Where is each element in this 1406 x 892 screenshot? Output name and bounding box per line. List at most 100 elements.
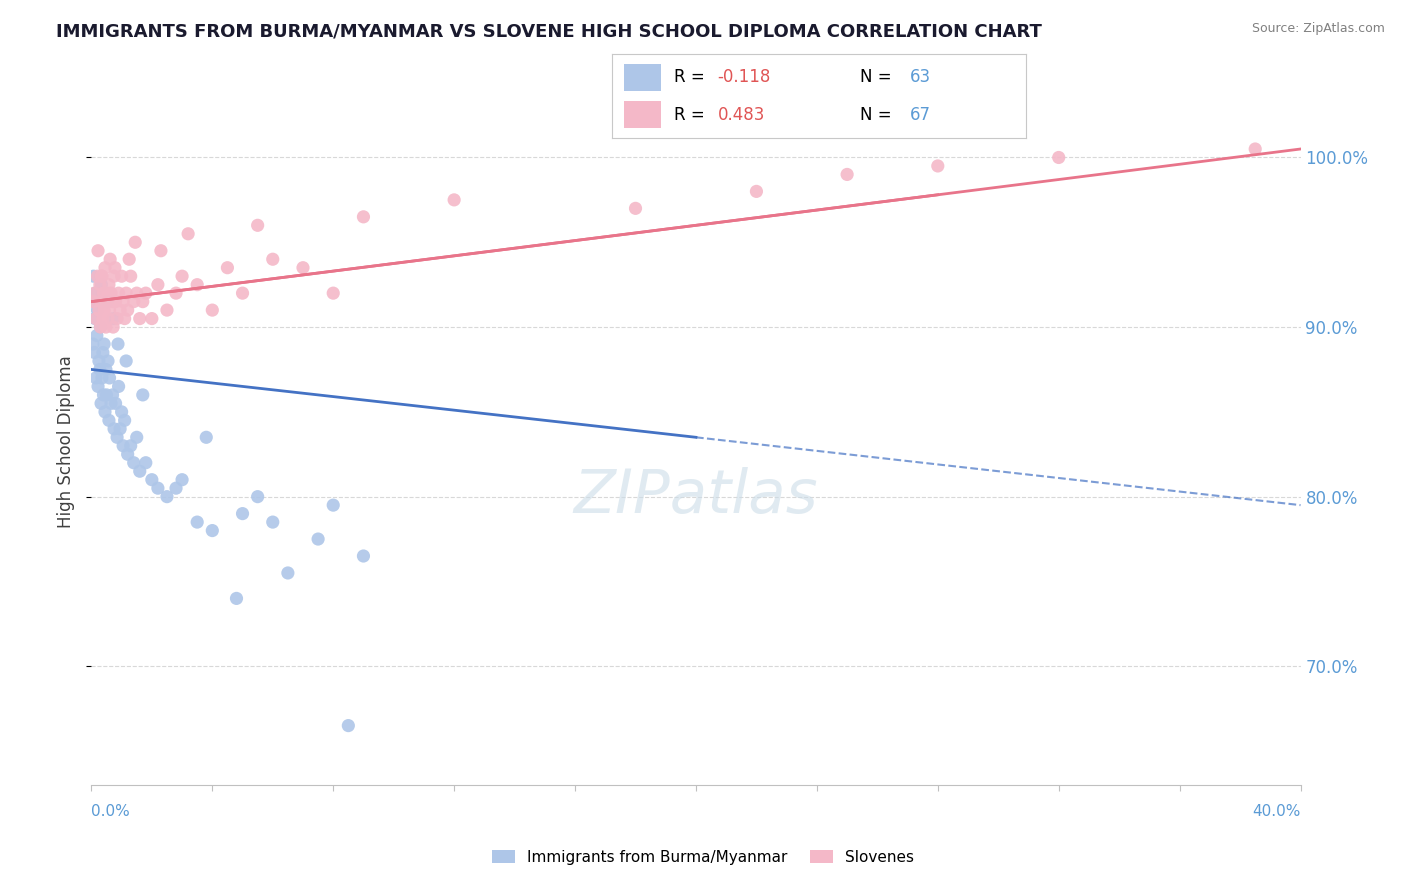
Text: ZIPatlas: ZIPatlas	[574, 467, 818, 526]
Legend: Immigrants from Burma/Myanmar, Slovenes: Immigrants from Burma/Myanmar, Slovenes	[485, 844, 921, 871]
Point	[128, 464, 150, 478]
Point	[124, 235, 146, 250]
Y-axis label: High School Diploma: High School Diploma	[58, 355, 76, 528]
Point	[1047, 151, 1070, 165]
Point	[84, 286, 107, 301]
Point	[86, 269, 108, 284]
Point	[94, 320, 117, 334]
Point	[91, 311, 114, 326]
Point	[231, 286, 253, 301]
Point	[93, 337, 115, 351]
Text: 63: 63	[910, 69, 931, 87]
Point	[93, 303, 115, 318]
Point	[262, 515, 284, 529]
Point	[98, 371, 121, 385]
Point	[146, 277, 169, 292]
Point	[86, 303, 108, 318]
Point	[89, 320, 111, 334]
Point	[97, 413, 120, 427]
Point	[97, 311, 120, 326]
Point	[225, 591, 247, 606]
Point	[262, 252, 284, 267]
Point	[108, 422, 131, 436]
Point	[98, 252, 121, 267]
Point	[165, 286, 187, 301]
Point	[117, 303, 139, 318]
Point	[84, 311, 107, 326]
Point	[186, 515, 208, 529]
Point	[87, 303, 110, 318]
Point	[87, 354, 110, 368]
Point	[107, 379, 129, 393]
Point	[322, 498, 344, 512]
Point	[132, 388, 155, 402]
Text: N =: N =	[860, 105, 897, 123]
Point	[101, 388, 124, 402]
Point	[97, 277, 120, 292]
Point	[97, 354, 120, 368]
Point	[277, 566, 299, 580]
Point	[104, 294, 127, 309]
Point	[94, 260, 117, 275]
Point	[201, 303, 224, 318]
Text: 40.0%: 40.0%	[1253, 805, 1301, 819]
Point	[118, 252, 141, 267]
Point	[122, 294, 145, 309]
Point	[103, 269, 125, 284]
Point	[156, 303, 179, 318]
Point	[94, 362, 117, 376]
Point	[337, 718, 360, 732]
Point	[125, 430, 148, 444]
Point	[186, 277, 208, 292]
Point	[86, 328, 108, 343]
Point	[172, 269, 194, 284]
Point	[103, 422, 125, 436]
Point	[91, 345, 114, 359]
Point	[100, 286, 122, 301]
Point	[82, 337, 104, 351]
Point	[122, 456, 145, 470]
Point	[89, 277, 111, 292]
Point	[111, 269, 132, 284]
Point	[115, 286, 138, 301]
Point	[141, 311, 163, 326]
Bar	[624, 101, 661, 128]
Point	[90, 294, 112, 309]
Point	[87, 244, 110, 258]
Point	[201, 524, 224, 538]
Text: IMMIGRANTS FROM BURMA/MYANMAR VS SLOVENE HIGH SCHOOL DIPLOMA CORRELATION CHART: IMMIGRANTS FROM BURMA/MYANMAR VS SLOVENE…	[56, 22, 1042, 40]
Point	[141, 473, 163, 487]
Point	[177, 227, 200, 241]
Point	[107, 337, 129, 351]
Point	[105, 311, 128, 326]
Point	[292, 260, 315, 275]
Point	[98, 303, 121, 318]
Point	[93, 388, 115, 402]
Point	[90, 396, 112, 410]
Point	[135, 286, 157, 301]
Point	[91, 371, 114, 385]
Point	[112, 294, 135, 309]
Point	[89, 320, 111, 334]
Point	[89, 362, 111, 376]
Point	[105, 430, 128, 444]
Point	[156, 490, 179, 504]
Point	[84, 371, 107, 385]
Point	[231, 507, 253, 521]
Point	[90, 277, 112, 292]
Point	[93, 286, 115, 301]
Point	[100, 396, 122, 410]
Point	[107, 286, 129, 301]
Point	[745, 185, 768, 199]
Point	[132, 294, 155, 309]
Point	[114, 311, 136, 326]
Text: N =: N =	[860, 69, 897, 87]
Point	[1244, 142, 1267, 156]
Point	[246, 490, 269, 504]
Point	[117, 447, 139, 461]
Point	[84, 311, 107, 326]
Point	[87, 379, 110, 393]
Point	[125, 286, 148, 301]
Text: 0.483: 0.483	[717, 105, 765, 123]
Point	[322, 286, 344, 301]
